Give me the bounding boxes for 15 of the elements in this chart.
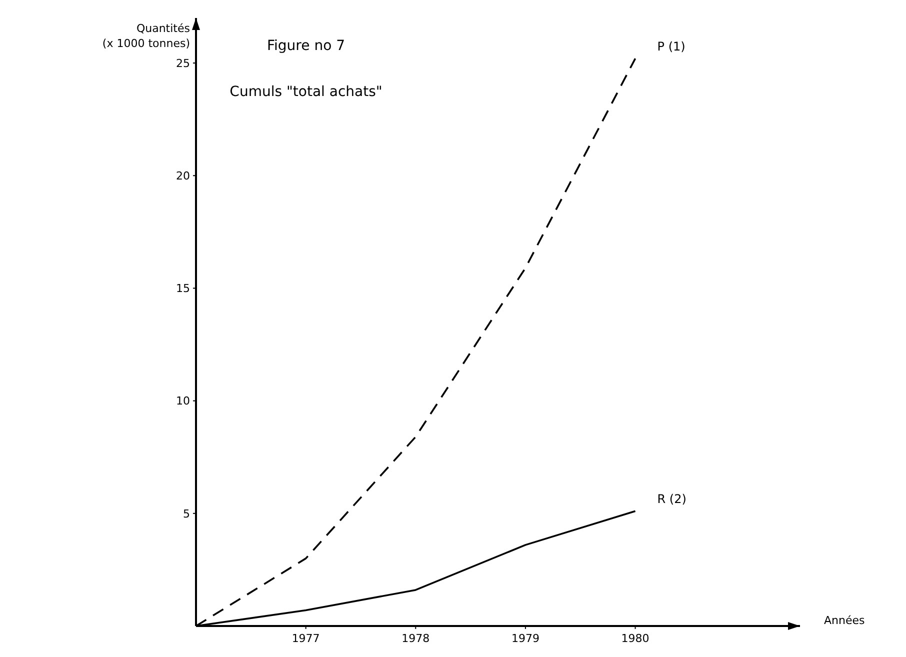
y-tick-label: 5 <box>183 507 190 520</box>
series-label: R (2) <box>657 492 686 506</box>
x-axis-title: Années <box>824 614 866 627</box>
x-tick-label: 1977 <box>292 632 320 645</box>
y-tick-label: 10 <box>176 394 190 408</box>
text: Cumuls "total achats" <box>230 84 382 100</box>
x-tick-label: 1979 <box>511 632 540 645</box>
y-axis-title: Quantités (x 1000 tonnes) <box>102 22 190 50</box>
x-tick-label: 1978 <box>402 632 430 645</box>
y-tick-label: 20 <box>176 169 190 182</box>
y-tick-label: 25 <box>176 56 190 70</box>
text: Figure no 7 <box>267 38 345 54</box>
x-tick-label: 1980 <box>621 632 650 645</box>
series-label: P (1) <box>657 40 686 54</box>
y-tick-label: 15 <box>176 282 190 296</box>
